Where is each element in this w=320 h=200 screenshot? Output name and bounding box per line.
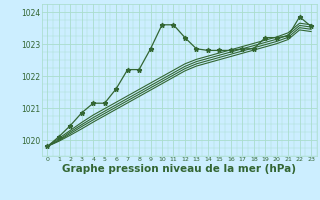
X-axis label: Graphe pression niveau de la mer (hPa): Graphe pression niveau de la mer (hPa) — [62, 164, 296, 174]
